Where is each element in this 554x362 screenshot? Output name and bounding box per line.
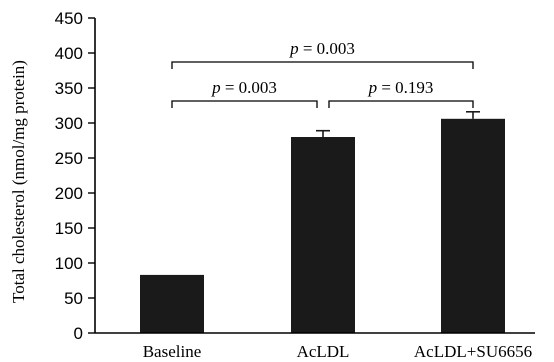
significance-bracket (328, 100, 474, 108)
bar (291, 137, 355, 333)
y-tick-label: 300 (55, 114, 83, 133)
p-value-label: p = 0.003 (289, 39, 355, 58)
p-symbol: p (289, 39, 299, 58)
y-tick-label: 250 (55, 149, 83, 168)
p-symbol: p (211, 78, 221, 97)
p-symbol: p (368, 78, 378, 97)
y-tick-label: 450 (55, 9, 83, 28)
x-axis-category-labels: Baseline AcLDL AcLDL+SU6656 (143, 342, 532, 361)
y-tick-label: 400 (55, 44, 83, 63)
p-value-label: p = 0.003 (211, 78, 277, 97)
bar (140, 274, 204, 333)
y-tick-label: 0 (74, 324, 83, 343)
y-tick-label: 350 (55, 79, 83, 98)
x-category-label: AcLDL (297, 342, 350, 361)
y-tick-label: 100 (55, 254, 83, 273)
p-value-text: = 0.003 (299, 39, 355, 58)
y-tick-label: 200 (55, 184, 83, 203)
p-value-label: p = 0.193 (368, 78, 434, 97)
significance-bracket (171, 100, 318, 108)
x-category-label: AcLDL+SU6656 (414, 342, 532, 361)
bars (140, 111, 505, 333)
y-tick-label: 150 (55, 219, 83, 238)
y-tick-label: 50 (64, 289, 83, 308)
significance-bracket (171, 61, 474, 69)
x-category-label: Baseline (143, 342, 202, 361)
p-value-text: = 0.003 (221, 78, 277, 97)
y-axis-title: Total cholesterol (nmol/mg protein) (9, 60, 28, 303)
p-value-text: = 0.193 (377, 78, 433, 97)
y-axis-ticks: 0 50 100 150 200 250 300 350 400 450 (55, 9, 95, 343)
bar (441, 118, 505, 333)
